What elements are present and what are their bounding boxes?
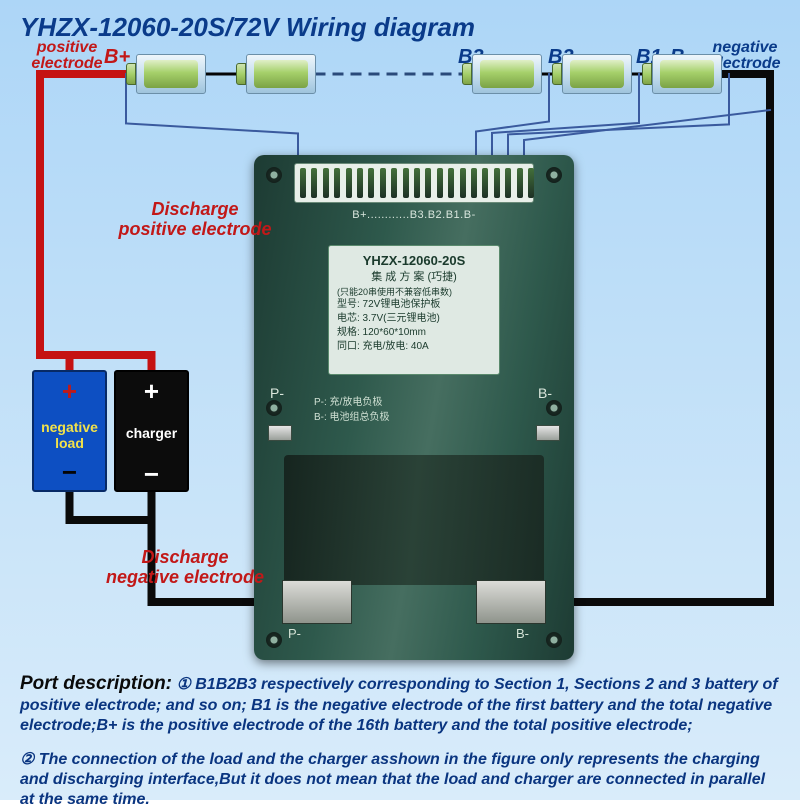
port-description-1: Port description: ① B1B2B3 respectively … xyxy=(20,672,780,736)
header-pin xyxy=(528,168,534,198)
pcb-b-minus-label: B- xyxy=(538,385,552,401)
battery-cap xyxy=(462,63,472,85)
header-pin xyxy=(391,168,397,198)
battery-cap xyxy=(552,63,562,85)
header-pin xyxy=(300,168,306,198)
battery-inner xyxy=(570,60,624,88)
charger: + charger − xyxy=(114,370,189,492)
header-pin xyxy=(425,168,431,198)
port-description-2: ② The connection of the load and the cha… xyxy=(20,750,780,810)
pcb-notes: P-: 充/放电负极B-: 电池组总负极 xyxy=(314,393,390,423)
pcb-heatsink xyxy=(284,455,544,585)
pcb-hole xyxy=(266,400,282,416)
header-pin xyxy=(357,168,363,198)
battery-inner xyxy=(480,60,534,88)
battery-cap xyxy=(642,63,652,85)
header-pin xyxy=(482,168,488,198)
pcb-pad xyxy=(268,425,292,441)
pcb-header-silk: B+............B3.B2.B1.B- xyxy=(294,209,534,221)
pcb-lower-pad-p xyxy=(282,580,352,624)
battery-cap xyxy=(236,63,246,85)
pcb-pad xyxy=(536,425,560,441)
header-pin xyxy=(368,168,374,198)
pcb-hole xyxy=(266,167,282,183)
header-pin xyxy=(334,168,340,198)
negative-load: + negative load − xyxy=(32,370,107,492)
header-pin xyxy=(403,168,409,198)
pcb-hole xyxy=(546,632,562,648)
pcb-p-minus-label: P- xyxy=(270,385,284,401)
pcb-sticker: YHZX-12060-20S 集 成 方 案 (巧捷) (只能20串使用不兼容低… xyxy=(328,245,500,375)
pcb-lower-b-label: B- xyxy=(516,626,529,641)
header-pin xyxy=(323,168,329,198)
header-pin xyxy=(517,168,523,198)
discharge-positive-label: Dischargepositive electrode xyxy=(110,200,280,240)
header-pin xyxy=(311,168,317,198)
header-pin xyxy=(505,168,511,198)
pcb-hole xyxy=(546,400,562,416)
pcb-lower-pad-b xyxy=(476,580,546,624)
battery-cap xyxy=(126,63,136,85)
pcb-lower-p-label: P- xyxy=(288,626,301,641)
pcb-hole xyxy=(266,632,282,648)
battery-inner xyxy=(254,60,308,88)
battery-inner xyxy=(144,60,198,88)
header-pin xyxy=(448,168,454,198)
header-pin xyxy=(414,168,420,198)
discharge-negative-label: Dischargenegative electrode xyxy=(100,548,270,588)
pcb-hole xyxy=(546,167,562,183)
header-pin xyxy=(471,168,477,198)
header-pin xyxy=(437,168,443,198)
header-pin xyxy=(346,168,352,198)
header-pin xyxy=(494,168,500,198)
header-pin xyxy=(380,168,386,198)
battery-inner xyxy=(660,60,714,88)
header-pin xyxy=(460,168,466,198)
